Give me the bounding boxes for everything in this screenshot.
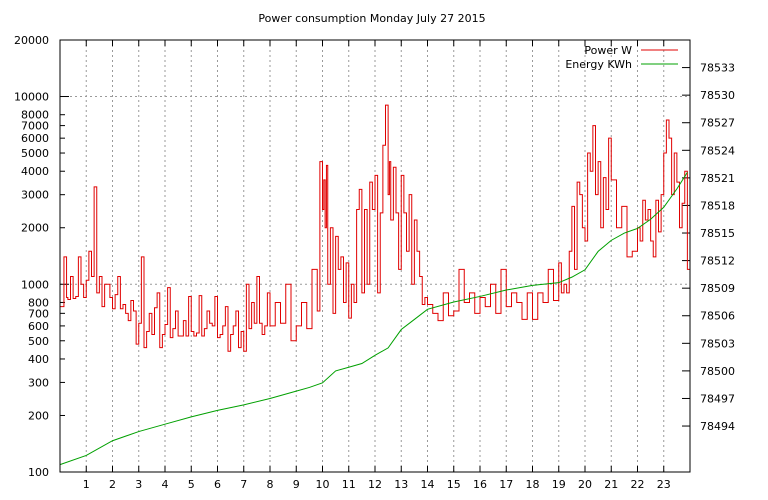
axes: 1 2 3 4 5 6 7 8 9 10 11 12 13 14 15 16 17 18 19 20 21 22 23100… xyxy=(14,34,735,491)
y-left-tick-label: 100 xyxy=(28,466,49,479)
x-tick-label: 8 xyxy=(267,478,274,491)
x-tick-label: 13 xyxy=(394,478,408,491)
y-right-tick-label: 78509 xyxy=(700,282,735,295)
x-tick-label: 11 xyxy=(342,478,356,491)
y-left-tick-label: 5000 xyxy=(21,147,49,160)
y-right-tick-label: 78530 xyxy=(700,89,735,102)
chart-title: Power consumption Monday July 27 2015 xyxy=(258,12,485,25)
y-right-tick-label: 78503 xyxy=(700,337,735,350)
y-right-tick-label: 78512 xyxy=(700,255,735,268)
y-right-tick-label: 78527 xyxy=(700,117,735,130)
series-energy-kwh xyxy=(59,172,688,466)
y-right-tick-label: 78515 xyxy=(700,227,735,240)
x-tick-label: 22 xyxy=(631,478,645,491)
x-tick-label: 18 xyxy=(526,478,540,491)
y-left-tick-label: 1000 xyxy=(21,278,49,291)
x-tick-label: 10 xyxy=(316,478,330,491)
x-tick-label: 1 xyxy=(83,478,90,491)
x-tick-label: 14 xyxy=(421,478,435,491)
y-right-tick-label: 78533 xyxy=(700,62,735,75)
y-right-tick-label: 78518 xyxy=(700,199,735,212)
y-left-tick-label: 400 xyxy=(28,353,49,366)
y-left-tick-label: 300 xyxy=(28,376,49,389)
y-right-tick-label: 78521 xyxy=(700,172,735,185)
x-tick-label: 23 xyxy=(657,478,671,491)
x-tick-label: 5 xyxy=(188,478,195,491)
x-tick-label: 16 xyxy=(473,478,487,491)
y-left-tick-label: 10000 xyxy=(14,91,49,104)
y-left-tick-label: 600 xyxy=(28,320,49,333)
x-tick-label: 17 xyxy=(499,478,513,491)
y-left-tick-label: 200 xyxy=(28,409,49,422)
x-tick-label: 7 xyxy=(240,478,247,491)
y-right-tick-label: 78500 xyxy=(700,365,735,378)
x-tick-label: 2 xyxy=(109,478,116,491)
y-left-tick-label: 700 xyxy=(28,307,49,320)
series-group xyxy=(59,104,690,466)
x-tick-label: 3 xyxy=(135,478,142,491)
y-left-tick-label: 8000 xyxy=(21,109,49,122)
x-tick-label: 15 xyxy=(447,478,461,491)
y-left-tick-label: 3000 xyxy=(21,189,49,202)
y-left-tick-label: 20000 xyxy=(14,34,49,47)
y-right-tick-label: 78524 xyxy=(700,144,735,157)
x-tick-label: 20 xyxy=(578,478,592,491)
y-right-tick-label: 78506 xyxy=(700,310,735,323)
plot-frame xyxy=(59,39,691,473)
x-tick-label: 19 xyxy=(552,478,566,491)
series-power-w xyxy=(59,104,690,352)
x-tick-label: 6 xyxy=(214,478,221,491)
y-right-tick-label: 78497 xyxy=(700,392,735,405)
y-left-tick-label: 7000 xyxy=(21,120,49,133)
series-line xyxy=(60,104,690,352)
y-left-tick-label: 4000 xyxy=(21,165,49,178)
y-left-tick-label: 500 xyxy=(28,335,49,348)
x-tick-label: 4 xyxy=(162,478,169,491)
x-tick-label: 12 xyxy=(368,478,382,491)
grid xyxy=(60,39,690,473)
x-tick-label: 21 xyxy=(604,478,618,491)
y-left-tick-label: 2000 xyxy=(21,222,49,235)
y-left-tick-label: 800 xyxy=(28,296,49,309)
y-right-tick-label: 78494 xyxy=(700,420,735,433)
y-left-tick-label: 6000 xyxy=(21,132,49,145)
x-tick-label: 9 xyxy=(293,478,300,491)
legend-label: Power W xyxy=(584,44,632,57)
legend-label: Energy KWh xyxy=(565,58,632,71)
